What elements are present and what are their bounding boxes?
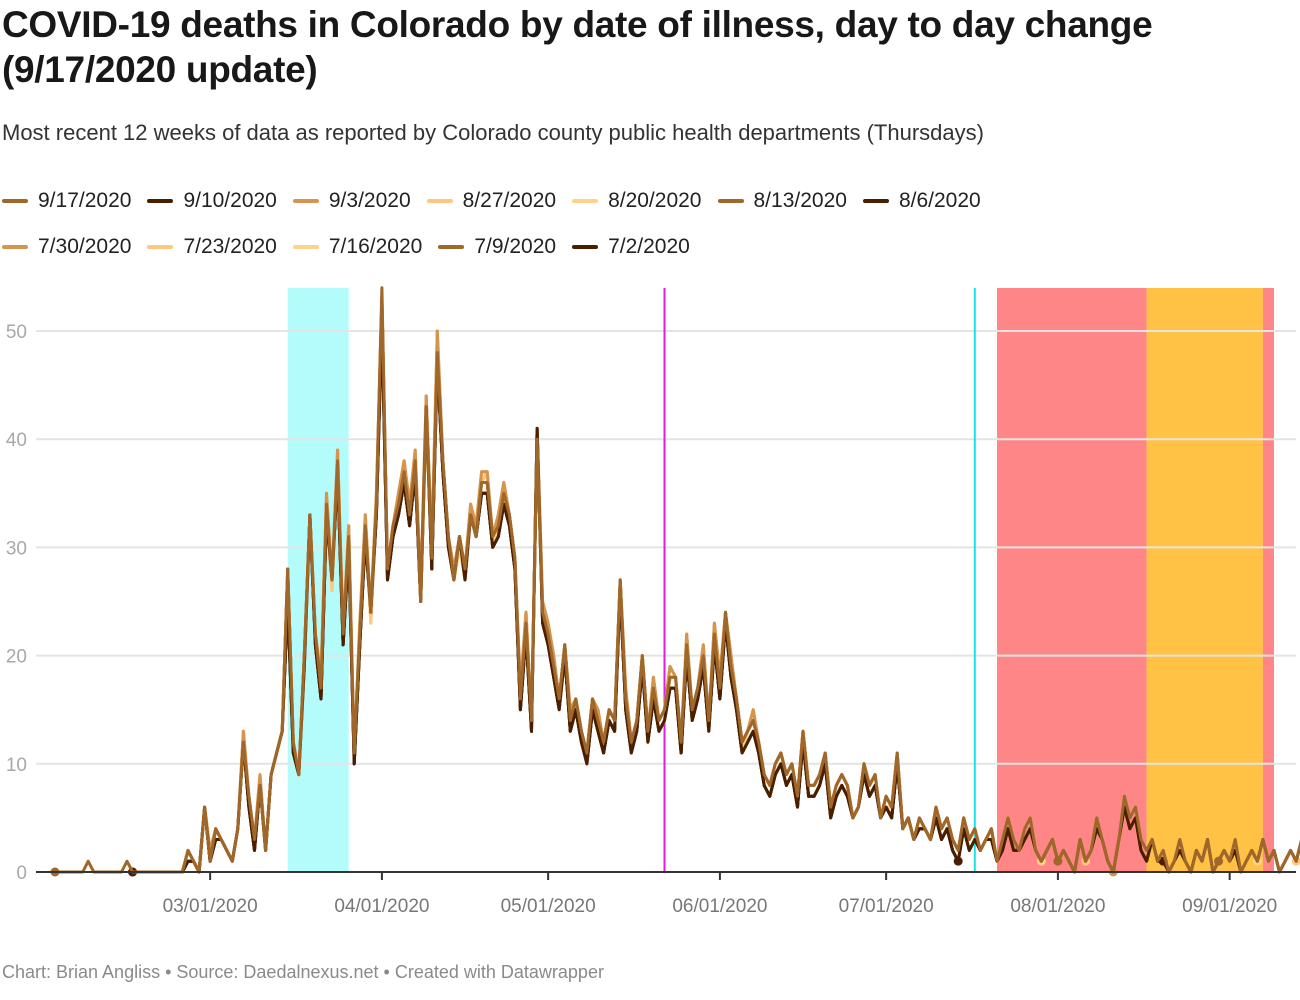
legend-swatch bbox=[292, 245, 319, 249]
x-tick-label: 04/01/2020 bbox=[334, 896, 429, 917]
x-tick-label: 08/01/2020 bbox=[1010, 896, 1105, 917]
y-tick-label: 50 bbox=[6, 322, 27, 343]
legend-swatch bbox=[2, 245, 28, 249]
series-line bbox=[131, 297, 1115, 874]
legend-swatch bbox=[147, 199, 174, 203]
y-tick-label: 30 bbox=[6, 538, 27, 559]
legend-item: 7/30/2020 bbox=[2, 235, 131, 259]
legend-item: 8/13/2020 bbox=[717, 189, 847, 213]
y-tick-label: 20 bbox=[6, 647, 27, 668]
x-tick-label: 03/01/2020 bbox=[163, 896, 258, 917]
legend: 9/17/2020 9/10/2020 9/3/2020 8/27/2020 8… bbox=[2, 178, 1298, 270]
legend-label: 7/9/2020 bbox=[474, 235, 557, 258]
x-tick-label: 09/01/2020 bbox=[1182, 896, 1277, 917]
legend-item: 8/27/2020 bbox=[426, 189, 557, 213]
legend-item: 7/23/2020 bbox=[147, 235, 277, 259]
legend-swatch bbox=[2, 199, 28, 203]
legend-item: 9/17/2020 bbox=[2, 189, 131, 213]
chart-credit: Chart: Brian Angliss bbox=[2, 962, 161, 982]
legend-label: 7/2/2020 bbox=[608, 235, 690, 258]
highlight-band bbox=[287, 288, 349, 872]
legend-item: 7/2/2020 bbox=[572, 235, 690, 259]
y-axis-labels: 0 10 20 30 40 50 bbox=[6, 322, 27, 884]
footer: Chart: Brian Angliss • Source: Daedalnex… bbox=[2, 962, 604, 983]
x-axis bbox=[36, 871, 1296, 880]
series-lines bbox=[50, 286, 1300, 877]
legend-item: 9/3/2020 bbox=[292, 189, 411, 213]
legend-item: 7/16/2020 bbox=[292, 235, 423, 259]
x-tick-label: 06/01/2020 bbox=[672, 896, 767, 917]
y-tick-label: 0 bbox=[16, 863, 27, 884]
chart-subtitle: Most recent 12 weeks of data as reported… bbox=[2, 120, 984, 145]
legend-label: 8/27/2020 bbox=[462, 189, 557, 212]
legend-swatch bbox=[292, 199, 319, 203]
legend-label: 8/6/2020 bbox=[898, 189, 981, 212]
legend-label: 8/13/2020 bbox=[753, 189, 847, 212]
legend-swatch bbox=[717, 199, 744, 203]
legend-swatch bbox=[438, 245, 465, 249]
x-axis-labels: 03/01/2020 04/01/2020 05/01/2020 06/01/2020… bbox=[163, 896, 1278, 917]
legend-label: 9/10/2020 bbox=[183, 189, 277, 212]
legend-swatch bbox=[862, 199, 889, 203]
gridlines bbox=[36, 330, 1296, 765]
highlight-band bbox=[996, 288, 1147, 872]
footer-separator: • bbox=[160, 962, 177, 982]
highlight-band bbox=[1146, 288, 1263, 872]
legend-row: 9/17/2020 9/10/2020 9/3/2020 8/27/2020 8… bbox=[2, 178, 1298, 224]
datawrapper-credit: Created with Datawrapper bbox=[394, 962, 604, 982]
series-line bbox=[131, 297, 1088, 874]
legend-swatch bbox=[147, 245, 174, 249]
x-tick-label: 07/01/2020 bbox=[839, 896, 934, 917]
legend-label: 9/3/2020 bbox=[328, 189, 411, 212]
legend-item: 9/10/2020 bbox=[147, 189, 277, 213]
x-tick-label: 05/01/2020 bbox=[501, 896, 596, 917]
legend-row: 7/30/2020 7/23/2020 7/16/2020 7/9/2020 7… bbox=[2, 224, 1298, 270]
footer-separator: • bbox=[378, 962, 395, 982]
legend-item: 7/9/2020 bbox=[438, 235, 556, 259]
legend-label: 7/30/2020 bbox=[38, 235, 132, 258]
legend-label: 7/23/2020 bbox=[183, 235, 277, 258]
legend-swatch bbox=[426, 199, 453, 203]
vertical-markers bbox=[663, 288, 976, 872]
legend-label: 9/17/2020 bbox=[38, 189, 132, 212]
legend-swatch bbox=[572, 245, 599, 249]
source-credit: Source: Daedalnexus.net bbox=[176, 962, 379, 982]
highlight-bands bbox=[287, 288, 1274, 872]
chart-title: COVID-19 deaths in Colorado by date of i… bbox=[2, 4, 1153, 90]
legend-item: 8/6/2020 bbox=[862, 189, 981, 213]
legend-item: 8/20/2020 bbox=[572, 189, 702, 213]
y-tick-label: 40 bbox=[6, 430, 27, 451]
legend-swatch bbox=[572, 199, 599, 203]
highlight-band bbox=[1262, 288, 1274, 872]
legend-label: 7/16/2020 bbox=[328, 235, 423, 258]
line-chart: 0 10 20 30 40 50 03/01/2020 04/01/2020 05/01/20… bbox=[6, 286, 1300, 917]
y-tick-label: 10 bbox=[6, 755, 27, 776]
legend-label: 8/20/2020 bbox=[608, 189, 702, 212]
